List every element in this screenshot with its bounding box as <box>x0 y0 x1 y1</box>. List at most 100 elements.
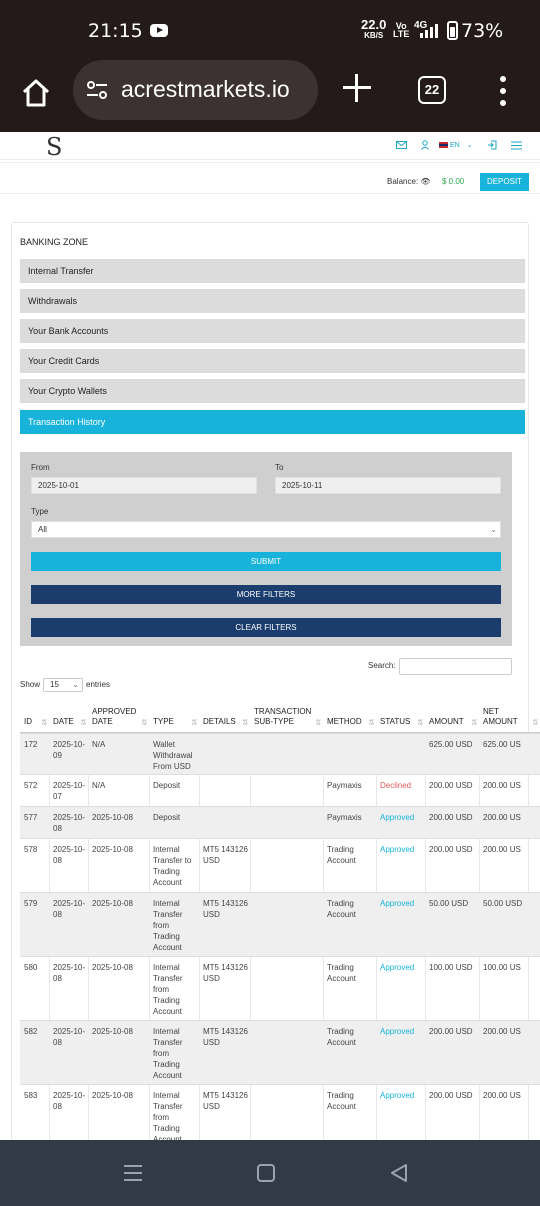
cell-amount: 625.00 USD <box>429 740 473 749</box>
header-col-approved-date[interactable]: APPROVED DATE ⇅ <box>88 700 149 733</box>
sort-icon[interactable]: ⇅ <box>79 718 86 727</box>
type-select[interactable]: All ⌄ <box>31 521 501 538</box>
cell-id: 582 <box>24 1027 38 1036</box>
entries-length-select[interactable]: 15 ⌄ <box>43 678 83 692</box>
sort-icon[interactable]: ⇅ <box>531 718 538 727</box>
to-date-input[interactable]: 2025-10-11 <box>275 477 501 494</box>
sort-icon[interactable]: ⇅ <box>140 718 147 727</box>
cell-status: Approved <box>380 963 415 972</box>
language-selector[interactable]: EN ⌄ <box>439 141 473 149</box>
menu-internal-transfer[interactable]: Internal Transfer <box>20 259 525 283</box>
mail-icon[interactable] <box>396 141 407 149</box>
hamburger-icon[interactable] <box>511 141 522 150</box>
cell-type: Deposit <box>153 781 181 790</box>
cell-date: 2025-10-08 <box>53 845 86 865</box>
more-filters-button[interactable]: MORE FILTERS <box>31 585 501 604</box>
cell-method: Paymaxis <box>327 781 362 790</box>
balance-bar: Balance: 👁 $ 0.00 DEPOSIT <box>0 162 540 194</box>
tabs-icon[interactable]: 22 <box>418 76 446 104</box>
cell-method: Trading Account <box>327 963 356 983</box>
user-icon[interactable] <box>421 140 429 150</box>
logout-icon[interactable] <box>487 140 497 150</box>
cell-amount: 200.00 USD <box>429 1027 473 1036</box>
site-logo[interactable]: S <box>46 133 63 161</box>
cell-type: Internal Transfer from Trading Account <box>153 1091 183 1140</box>
banking-zone-title: BANKING ZONE <box>20 237 89 247</box>
cell-net: 50.00 USD <box>483 899 523 908</box>
cell-method: Trading Account <box>327 1027 356 1047</box>
cell-approved: N/A <box>92 740 106 749</box>
address-bar[interactable]: acrestmarkets.io <box>73 60 318 120</box>
chevron-down-icon: ⌄ <box>466 142 473 149</box>
cell-amount: 200.00 USD <box>429 781 473 790</box>
header-col-status[interactable]: STATUS ⇅ <box>376 700 425 733</box>
cell-type: Internal Transfer from Trading Account <box>153 899 183 952</box>
table-row: 582 2025-10-08 2025-10-08 Internal Transfer… <box>20 1020 540 1084</box>
flag-icon <box>439 142 448 149</box>
status-time: 21:15 <box>88 20 143 42</box>
header-col-subtype[interactable]: TRANSACTION SUB-TYPE ⇅ <box>250 700 323 733</box>
cell-details: MT5 143126 USD <box>203 1027 248 1047</box>
cell-net: 200.00 US <box>483 813 521 822</box>
battery-percent: 73% <box>461 20 504 42</box>
sort-icon[interactable]: ⇅ <box>367 718 374 727</box>
home-icon[interactable] <box>20 77 52 109</box>
cell-net: 200.00 US <box>483 1091 521 1100</box>
cell-amount: 200.00 USD <box>429 1091 473 1100</box>
recents-icon[interactable] <box>124 1164 142 1182</box>
cell-status: Declined <box>380 781 412 790</box>
back-icon[interactable] <box>390 1163 408 1183</box>
chevron-down-icon: ⌄ <box>490 525 497 534</box>
sort-icon[interactable]: ⇅ <box>241 718 248 727</box>
submit-button[interactable]: SUBMIT <box>31 552 501 571</box>
table-row: 579 2025-10-08 2025-10-08 Internal Transfer… <box>20 892 540 956</box>
from-date-input[interactable]: 2025-10-01 <box>31 477 257 494</box>
cell-approved: 2025-10-08 <box>92 1027 133 1036</box>
sort-icon[interactable]: ⇅ <box>314 718 321 727</box>
cell-net: 200.00 US <box>483 845 521 854</box>
sort-icon[interactable]: ⇅ <box>40 718 47 727</box>
header-col-method[interactable]: METHOD ⇅ <box>323 700 376 733</box>
sort-icon[interactable]: ⇅ <box>470 718 477 727</box>
signal-icon <box>420 24 440 38</box>
more-icon[interactable] <box>499 76 507 106</box>
header-col-net-amount[interactable]: NET AMOUNT ⇅ <box>479 700 540 733</box>
cell-id: 580 <box>24 963 38 972</box>
cell-net: 100.00 US <box>483 963 521 972</box>
menu-crypto-wallets[interactable]: Your Crypto Wallets <box>20 379 525 403</box>
battery-icon <box>447 21 458 40</box>
cell-date: 2025-10-08 <box>53 1091 86 1111</box>
home-nav-icon[interactable] <box>257 1164 275 1182</box>
cell-amount: 200.00 USD <box>429 845 473 854</box>
entries-label: entries <box>86 680 111 689</box>
menu-credit-cards[interactable]: Your Credit Cards <box>20 349 525 373</box>
cell-status: Approved <box>380 1027 415 1036</box>
cell-type: Wallet Withdrawal From USD <box>153 740 193 771</box>
table-row: 172 2025-10-09 N/A Wallet Withdrawal From U… <box>20 733 540 774</box>
menu-withdrawals[interactable]: Withdrawals <box>20 289 525 313</box>
search-label: Search: <box>368 661 396 670</box>
menu-bank-accounts[interactable]: Your Bank Accounts <box>20 319 525 343</box>
cell-details: MT5 143126 USD <box>203 899 248 919</box>
menu-transaction-history[interactable]: Transaction History <box>20 410 525 434</box>
chevron-down-icon: ⌄ <box>72 680 79 689</box>
header-col-type[interactable]: TYPE ⇅ <box>149 700 199 733</box>
plus-icon[interactable] <box>343 74 371 102</box>
header-col-amount[interactable]: AMOUNT ⇅ <box>425 700 479 733</box>
cell-status: Approved <box>380 1091 415 1100</box>
sort-icon[interactable]: ⇅ <box>416 718 423 727</box>
header-col-details[interactable]: DETAILS ⇅ <box>199 700 250 733</box>
cell-approved: 2025-10-08 <box>92 1091 133 1100</box>
eye-slash-icon[interactable]: 👁 <box>420 177 431 186</box>
cell-status: Approved <box>380 845 415 854</box>
youtube-icon <box>150 24 168 37</box>
cell-details: MT5 143126 USD <box>203 963 248 983</box>
sort-icon[interactable]: ⇅ <box>190 718 197 727</box>
deposit-button[interactable]: DEPOSIT <box>480 173 529 191</box>
clear-filters-button[interactable]: CLEAR FILTERS <box>31 618 501 637</box>
type-label: Type <box>31 507 49 516</box>
header-col-date[interactable]: DATE ⇅ <box>49 700 88 733</box>
header-col-id[interactable]: ID ⇅ <box>20 700 49 733</box>
search-input[interactable] <box>399 658 512 675</box>
tune-icon[interactable] <box>85 78 109 102</box>
